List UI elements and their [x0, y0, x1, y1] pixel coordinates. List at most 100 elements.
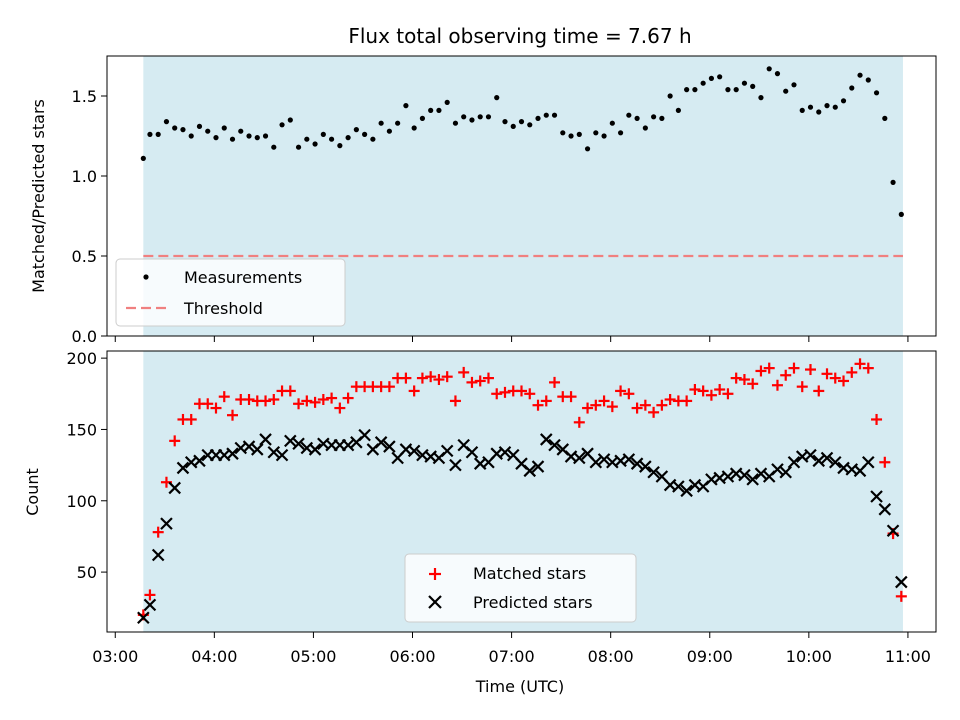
- measurement-point: [816, 109, 822, 115]
- matched-star-point: [747, 378, 759, 390]
- matched-star-point: [309, 396, 321, 408]
- measurement-point: [262, 133, 269, 139]
- predicted-star-point: [787, 455, 801, 469]
- matched-star-point: [780, 369, 792, 381]
- predicted-star-point: [573, 451, 586, 465]
- measurement-point: [692, 87, 698, 93]
- predicted-star-point: [870, 490, 883, 503]
- x-axis-label: Time (UTC): [475, 677, 564, 696]
- measurement-point: [485, 114, 492, 120]
- measurement-point: [766, 66, 772, 72]
- measurement-point: [617, 130, 624, 136]
- matched-star-point: [317, 393, 329, 405]
- measurement-point: [535, 115, 541, 121]
- measurement-point: [428, 107, 434, 113]
- matched-star-point: [738, 374, 750, 386]
- measurement-point: [684, 87, 690, 93]
- top-plot-frame: [106, 55, 937, 337]
- matched-star-point: [722, 388, 734, 400]
- matched-star-point: [540, 395, 552, 407]
- measurement-point: [601, 133, 607, 139]
- matched-star-point: [466, 376, 478, 388]
- matched-stars-series: [137, 358, 907, 621]
- measurement-point: [246, 133, 252, 139]
- predicted-star-point: [176, 461, 190, 475]
- measurement-point: [155, 131, 161, 137]
- matched-star-point: [268, 393, 280, 405]
- legend-marker-measurements: [143, 274, 149, 280]
- measurement-point: [395, 120, 401, 126]
- matched-star-point: [854, 358, 866, 370]
- x-tick-label: 06:00: [389, 647, 435, 666]
- matched-star-point: [227, 409, 239, 421]
- predicted-star-point: [226, 447, 239, 460]
- predicted-star-point: [738, 468, 751, 482]
- matched-star-point: [425, 371, 437, 383]
- predicted-star-point: [771, 463, 784, 476]
- matched-star-point: [293, 398, 305, 410]
- matched-star-point: [565, 391, 577, 403]
- matched-star-point: [705, 389, 717, 401]
- matched-star-point: [590, 399, 602, 411]
- x-tick-label: 08:00: [588, 647, 634, 666]
- matched-star-point: [499, 386, 511, 398]
- x-tick-label: 03:00: [92, 647, 138, 666]
- matched-star-point: [152, 526, 164, 538]
- measurement-point: [378, 120, 384, 126]
- bottom-panel: 50 100 150 200 03:00 04:00 05:00 06:00 07:00 08:…: [23, 349, 937, 696]
- matched-star-point: [879, 456, 891, 468]
- matched-star-point: [631, 402, 643, 414]
- matched-star-point: [524, 388, 536, 400]
- predicted-star-point: [804, 448, 817, 462]
- predicted-star-point: [242, 440, 256, 453]
- measurement-point: [783, 88, 789, 94]
- predicted-star-point: [284, 434, 297, 448]
- x-tick-label: 10:00: [786, 647, 832, 666]
- measurement-point: [593, 130, 599, 136]
- predicted-star-point: [820, 451, 834, 465]
- measurement-point: [873, 90, 880, 96]
- predicted-star-point: [275, 448, 289, 462]
- predicted-star-point: [539, 433, 553, 446]
- measurement-point: [551, 112, 558, 118]
- predicted-star-point: [721, 470, 735, 483]
- bottom-y-axis: 50 100 150 200: [66, 349, 107, 582]
- predicted-star-point: [407, 444, 421, 458]
- predicted-star-point: [151, 548, 165, 562]
- legend-marker-matched-stars: [429, 568, 441, 580]
- matched-star-point: [218, 391, 230, 403]
- predicted-star-point: [308, 443, 322, 456]
- measurement-point: [271, 144, 277, 150]
- chart-title: Flux total observing time = 7.67 h: [348, 24, 691, 48]
- predicted-star-point: [589, 455, 603, 469]
- predicted-star-point: [137, 611, 150, 625]
- legend-label-measurements: Measurements: [184, 268, 302, 287]
- measurement-point: [651, 114, 657, 120]
- matched-star-point: [458, 366, 470, 378]
- predicted-star-point: [886, 524, 900, 538]
- top-x-ticks: [114, 336, 909, 342]
- predicted-star-point: [259, 433, 272, 446]
- predicted-star-point: [341, 438, 355, 452]
- matched-star-point: [491, 388, 503, 400]
- measurement-point: [898, 211, 904, 217]
- measurement-point: [849, 85, 855, 91]
- matched-star-point: [681, 395, 693, 407]
- matched-star-point: [573, 416, 585, 428]
- matched-star-point: [771, 379, 783, 391]
- matched-star-point: [804, 364, 816, 376]
- top-y-tick-label: 1.5: [72, 87, 97, 106]
- predicted-star-point: [630, 457, 644, 470]
- matched-star-point: [697, 385, 709, 397]
- measurement-point: [502, 119, 508, 125]
- matched-star-point: [598, 395, 610, 407]
- predicted-star-point: [168, 481, 181, 495]
- predicted-star-point: [193, 454, 206, 468]
- measurement-point: [700, 80, 706, 86]
- measurement-point: [576, 131, 582, 137]
- x-tick-label: 07:00: [489, 647, 535, 666]
- measurement-point: [444, 99, 450, 105]
- x-tick-label: 05:00: [290, 647, 336, 666]
- matched-star-point: [449, 395, 461, 407]
- measurement-point: [295, 144, 302, 150]
